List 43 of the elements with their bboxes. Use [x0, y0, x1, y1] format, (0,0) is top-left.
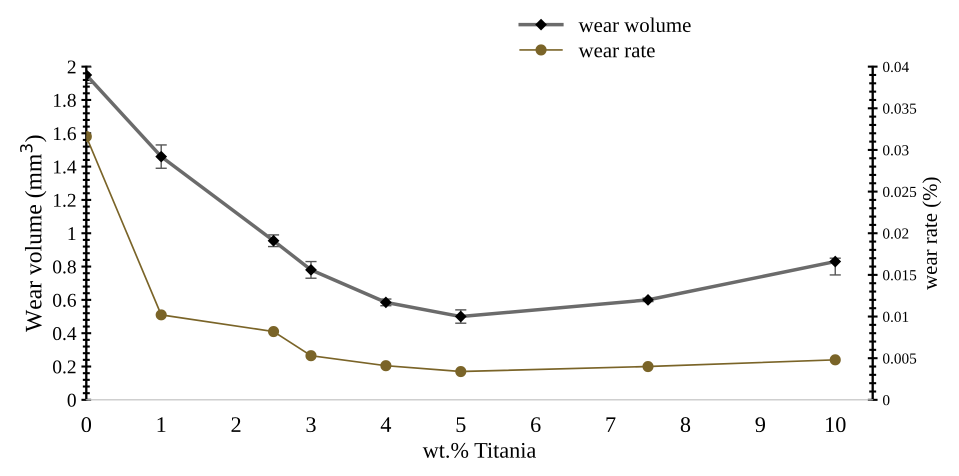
- y-tick-label: 1: [68, 227, 76, 240]
- y-tick-label: 2: [68, 60, 76, 74]
- y2-tick-label: 0.04: [882, 62, 909, 72]
- y2-tick-label: 0.01: [882, 312, 908, 322]
- point: [156, 309, 167, 320]
- point: [455, 366, 466, 378]
- y2-axis-title: wear rate (%): [922, 177, 942, 290]
- y-tick-label: 0.8: [53, 260, 76, 274]
- y-tick-label: 0: [68, 394, 76, 407]
- point: [268, 326, 280, 338]
- y-tick-label: 1.2: [54, 194, 76, 207]
- y-tick-label: 0.4: [53, 327, 76, 340]
- point: [642, 360, 654, 372]
- x-tick-label: 4: [380, 417, 392, 432]
- x-tick-label: 1: [158, 417, 166, 432]
- x-tick-label: 9: [756, 417, 765, 432]
- y2-tick-label: 0.03: [882, 145, 909, 156]
- legend-label: wear rate: [578, 45, 655, 58]
- x-axis-title: wt.% Titania: [422, 442, 536, 458]
- y2-tick-label: 0.035: [882, 103, 916, 114]
- x-tick-label: 7: [606, 417, 616, 432]
- point: [830, 354, 841, 366]
- y-tick-label: 1.6: [54, 127, 76, 140]
- y-tick-label: 1.8: [54, 94, 76, 107]
- x-tick-label: 3: [306, 417, 316, 432]
- y-tick-label: 0.2: [53, 360, 76, 374]
- x-tick-label: 0: [82, 417, 92, 432]
- y2-tick-label: 0.015: [882, 270, 916, 280]
- y-tick-label: 1.4: [54, 160, 76, 174]
- y2-tick-label: 0.025: [882, 186, 916, 198]
- point: [380, 360, 392, 372]
- point: [305, 350, 317, 362]
- x-tick-label: 10: [826, 417, 846, 432]
- y-tick-label: 0.6: [53, 294, 76, 307]
- y2-tick-label: 0.005: [882, 353, 916, 364]
- y2-tick-label: 0: [882, 394, 890, 406]
- y2-tick-label: 0.02: [882, 228, 908, 239]
- legend-label: wear wolume: [578, 17, 691, 32]
- x-tick-label: 8: [680, 417, 690, 432]
- x-tick-label: 6: [531, 417, 541, 432]
- x-tick-label: 2: [232, 417, 240, 432]
- x-tick-label: 5: [456, 417, 466, 432]
- y-axis-title: Wear volume (mm$^{3}$): [20, 136, 46, 332]
